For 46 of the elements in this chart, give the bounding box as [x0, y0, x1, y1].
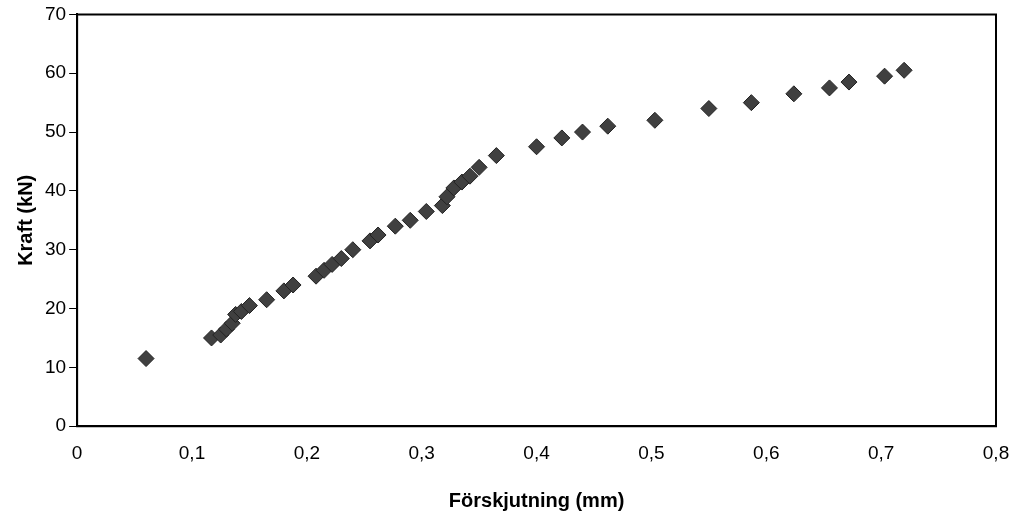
x-tick-label: 0,3	[408, 441, 435, 463]
x-tick-label: 0,2	[293, 441, 321, 463]
point	[876, 67, 894, 85]
x-tick-label: 0,8	[982, 441, 1010, 463]
point	[438, 188, 456, 206]
y-tick-label: 70	[44, 2, 67, 24]
point	[487, 147, 505, 165]
y-tick-label: 50	[44, 120, 67, 142]
point	[401, 211, 419, 229]
point	[553, 129, 571, 147]
point	[240, 297, 258, 315]
point	[599, 117, 617, 135]
point	[275, 282, 293, 300]
x-axis-title: Förskjutning (mm)	[448, 488, 625, 511]
point	[528, 138, 546, 156]
y-tick-label: 60	[44, 61, 67, 83]
point	[137, 350, 155, 368]
point	[785, 85, 803, 103]
point	[369, 226, 387, 244]
point	[742, 94, 760, 112]
x-tick-label: 0,6	[753, 441, 780, 463]
point	[895, 61, 913, 79]
y-tick-label: 0	[55, 414, 67, 436]
y-tick-label: 20	[44, 296, 67, 318]
y-tick-label: 10	[44, 355, 67, 377]
point	[820, 79, 838, 97]
point	[386, 217, 404, 235]
x-tick-label: 0,5	[638, 441, 665, 463]
x-tick-label: 0	[71, 441, 83, 463]
point	[332, 250, 350, 268]
point	[574, 123, 592, 141]
point	[646, 111, 664, 129]
y-tick-label: 40	[44, 179, 67, 201]
point	[284, 276, 302, 294]
x-tick-label: 0,1	[178, 441, 206, 463]
point	[470, 158, 488, 176]
point	[344, 241, 362, 259]
point	[417, 202, 435, 220]
y-axis-title: Kraft (kN)	[13, 174, 36, 266]
point	[840, 73, 858, 91]
y-tick-label: 30	[44, 237, 67, 259]
point	[461, 167, 479, 185]
point	[258, 291, 276, 309]
x-tick-label: 0,4	[523, 441, 551, 463]
x-tick-label: 0,7	[867, 441, 895, 463]
point	[700, 100, 718, 118]
